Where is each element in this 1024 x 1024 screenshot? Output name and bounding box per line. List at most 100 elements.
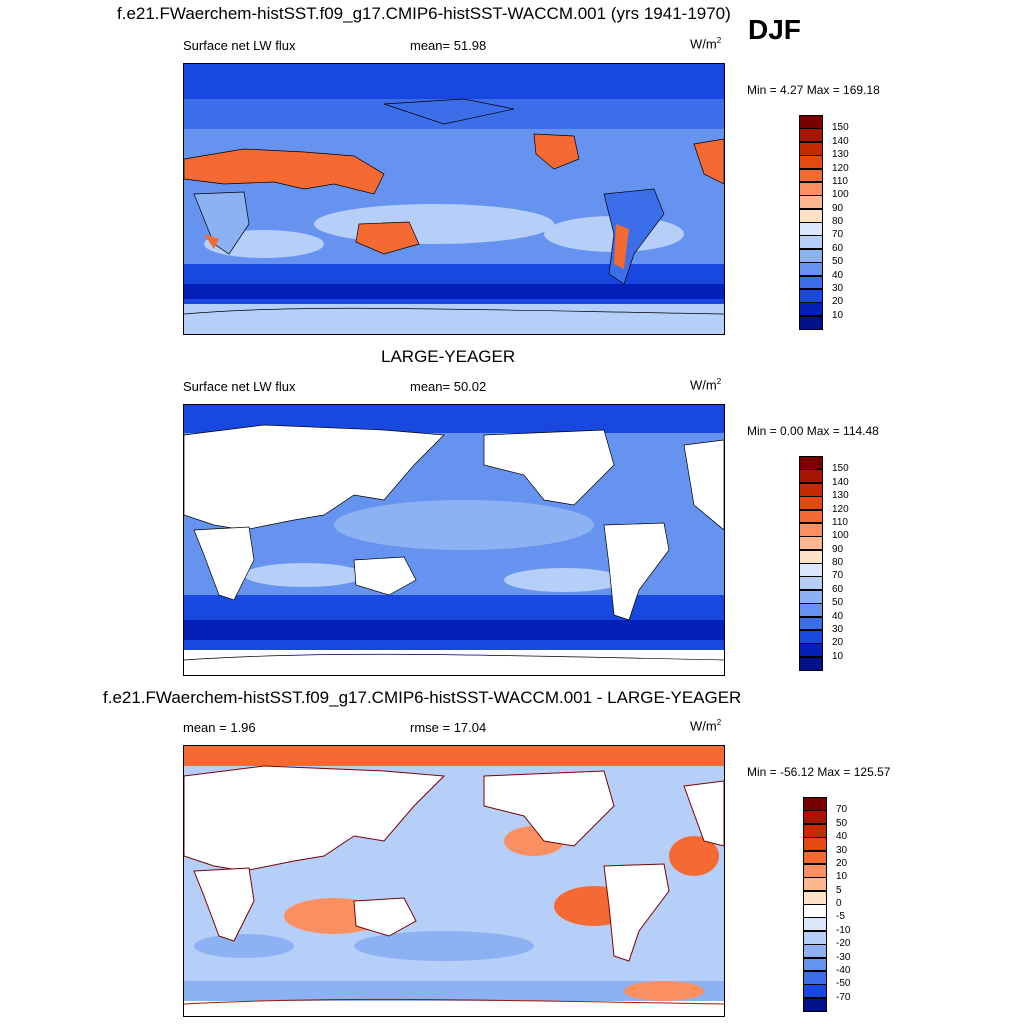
colorbar-swatch: [799, 469, 823, 484]
colorbar-tick-label: 110: [832, 175, 848, 187]
panel3-map: [183, 745, 725, 1017]
colorbar-swatch: [803, 890, 827, 905]
panel3-rmse-label: rmse = 17.04: [410, 720, 487, 735]
colorbar-swatch: [799, 549, 823, 564]
panel2-map: [183, 404, 725, 676]
colorbar-tick-label: -40: [836, 964, 851, 976]
colorbar-tick-label: 10: [832, 650, 844, 662]
colorbar-swatch: [799, 656, 823, 671]
colorbar-tick-label: 0: [836, 898, 842, 909]
panel3-minmax: Min = -56.12 Max = 125.57: [747, 765, 891, 779]
colorbar-tick-label: 100: [832, 189, 849, 201]
panel2-title: LARGE-YEAGER: [381, 347, 516, 366]
colorbar-tick-label: 50: [832, 597, 844, 609]
colorbar-tick-label: 120: [832, 503, 849, 515]
colorbar-swatch: [799, 616, 823, 631]
colorbar-swatch: [799, 576, 823, 591]
panel1-minmax: Min = 4.27 Max = 169.18: [747, 83, 880, 97]
colorbar-swatch: [799, 288, 823, 303]
colorbar-swatch: [803, 984, 827, 999]
colorbar-tick-label: 80: [832, 216, 844, 227]
colorbar-swatch: [799, 141, 823, 156]
colorbar-swatch: [799, 168, 823, 183]
colorbar-swatch: [799, 315, 823, 330]
colorbar-swatch: [803, 970, 827, 985]
colorbar-swatch: [799, 181, 823, 196]
colorbar-tick-label: 130: [832, 149, 849, 161]
colorbar-tick-label: -30: [836, 951, 851, 963]
colorbar-tick-label: -5: [836, 911, 845, 923]
colorbar-tick-label: -20: [836, 938, 851, 950]
colorbar-swatch: [799, 482, 823, 497]
colorbar-swatch: [799, 589, 823, 604]
colorbar-swatch: [803, 930, 827, 945]
colorbar-tick-label: 10: [836, 871, 848, 883]
colorbar-tick-label: 130: [832, 490, 849, 502]
colorbar-tick-label: 30: [836, 844, 848, 856]
panel3-units: W/m2: [690, 718, 722, 734]
colorbar-swatch: [803, 850, 827, 865]
colorbar-swatch: [799, 115, 823, 129]
colorbar-swatch: [799, 629, 823, 644]
colorbar-tick-label: 20: [832, 296, 844, 308]
colorbar-tick-label: 40: [832, 269, 844, 281]
colorbar-tick-label: 20: [832, 637, 844, 649]
panel2-minmax: Min = 0.00 Max = 114.48: [747, 424, 879, 438]
colorbar-swatch: [799, 128, 823, 143]
colorbar-swatch: [799, 522, 823, 537]
colorbar-swatch: [799, 536, 823, 551]
colorbar-swatch: [799, 248, 823, 263]
colorbar-tick-label: 60: [832, 583, 844, 595]
colorbar-tick-label: 50: [832, 256, 844, 268]
colorbar-tick-label: 40: [836, 831, 848, 843]
colorbar-swatch: [799, 235, 823, 250]
colorbar-tick-label: 70: [832, 229, 844, 241]
colorbar-swatch: [799, 563, 823, 577]
panel1-title: f.e21.FWaerchem-histSST.f09_g17.CMIP6-hi…: [117, 4, 731, 23]
season-label: DJF: [748, 14, 801, 45]
panel1-map: [183, 63, 725, 335]
colorbar-tick-label: 10: [832, 309, 844, 321]
colorbar-swatch: [799, 509, 823, 524]
colorbar-tick-label: 70: [836, 804, 848, 816]
colorbar-swatch: [803, 904, 827, 918]
colorbar-tick-label: 30: [832, 623, 844, 635]
colorbar-swatch: [799, 155, 823, 169]
panel2-variable-label: Surface net LW flux: [183, 379, 296, 394]
panel3-title: f.e21.FWaerchem-histSST.f09_g17.CMIP6-hi…: [103, 688, 742, 707]
colorbar-swatch: [799, 456, 823, 470]
colorbar-swatch: [803, 863, 827, 878]
colorbar-tick-label: 60: [832, 242, 844, 254]
colorbar-tick-label: 140: [832, 135, 849, 147]
colorbar-swatch: [799, 496, 823, 510]
panel1-mean-label: mean= 51.98: [410, 38, 487, 53]
colorbar-tick-label: 80: [832, 557, 844, 568]
colorbar-tick-label: 150: [832, 463, 849, 475]
colorbar-tick-label: 120: [832, 162, 849, 174]
colorbar-swatch: [803, 917, 827, 932]
colorbar-tick-label: 70: [832, 570, 844, 582]
colorbar-tick-label: 150: [832, 122, 849, 134]
colorbar-swatch: [803, 957, 827, 972]
colorbar-swatch: [799, 222, 823, 236]
colorbar-swatch: [799, 275, 823, 290]
colorbar-tick-label: 30: [832, 282, 844, 294]
panel2-units: W/m2: [690, 377, 722, 393]
colorbar-tick-label: 5: [836, 884, 842, 896]
colorbar-swatch: [803, 797, 827, 811]
colorbar-tick-label: 100: [832, 530, 849, 542]
colorbar-swatch: [799, 302, 823, 317]
colorbar-swatch: [799, 195, 823, 210]
colorbar-tick-label: -50: [836, 978, 851, 990]
colorbar-tick-label: -70: [836, 991, 851, 1003]
colorbar-swatch: [803, 837, 827, 851]
colorbar-swatch: [803, 823, 827, 838]
colorbar-tick-label: -10: [836, 924, 851, 936]
colorbar-tick-label: 40: [832, 610, 844, 622]
colorbar-swatch: [803, 997, 827, 1012]
colorbar-tick-label: 90: [832, 202, 844, 214]
colorbar-swatch: [803, 877, 827, 892]
colorbar-tick-label: 50: [836, 817, 848, 829]
panel1-units: W/m2: [690, 36, 722, 52]
colorbar-tick-label: 140: [832, 476, 849, 488]
